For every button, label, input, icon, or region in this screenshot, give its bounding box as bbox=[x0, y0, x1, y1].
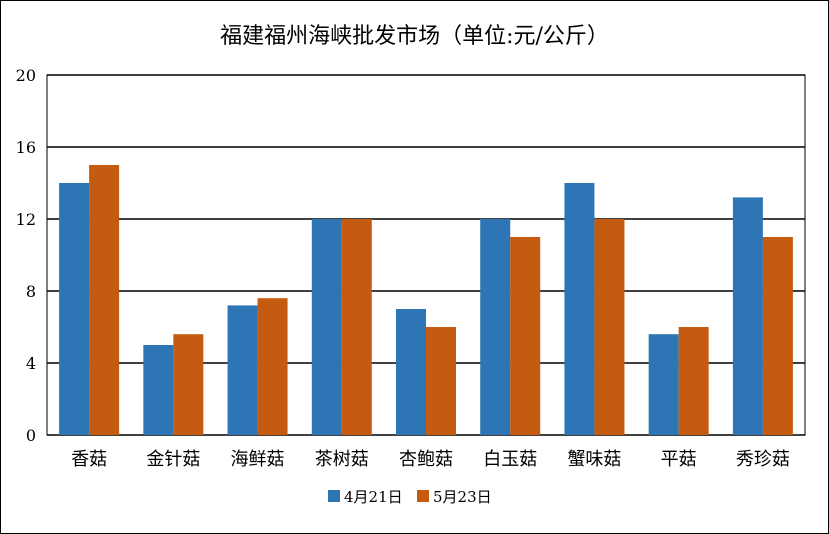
legend-label: 5月23日 bbox=[433, 488, 492, 506]
x-tick-label: 蟹味菇 bbox=[567, 449, 621, 470]
y-tick-label: 12 bbox=[16, 210, 36, 229]
bar-1 bbox=[59, 183, 90, 435]
bar-1 bbox=[143, 345, 174, 435]
bar-2 bbox=[762, 237, 793, 435]
x-tick-label: 平菇 bbox=[661, 449, 697, 470]
bar-1 bbox=[227, 305, 258, 435]
y-tick-label: 4 bbox=[26, 354, 36, 373]
y-tick-label: 0 bbox=[26, 426, 36, 445]
bar-2 bbox=[341, 219, 372, 435]
x-tick-label: 白玉菇 bbox=[483, 449, 537, 470]
x-tick-label: 秀珍菇 bbox=[736, 449, 790, 470]
bar-1 bbox=[396, 309, 426, 435]
bar-2 bbox=[89, 165, 120, 435]
bar-2 bbox=[678, 327, 709, 435]
x-tick-label: 金针菇 bbox=[146, 449, 200, 470]
bar-1 bbox=[732, 197, 763, 435]
x-tick-label: 杏鲍菇 bbox=[399, 449, 453, 470]
x-tick-label: 海鲜菇 bbox=[231, 449, 285, 470]
bar-2 bbox=[594, 219, 625, 435]
bar-1 bbox=[480, 219, 511, 435]
chart-title: 福建福州海峡批发市场（单位:元/公斤） bbox=[220, 24, 609, 49]
bar-2 bbox=[173, 334, 204, 435]
bar-2 bbox=[426, 327, 456, 435]
legend-label: 4月21日 bbox=[344, 488, 403, 506]
y-tick-label: 8 bbox=[26, 282, 36, 301]
bar-2 bbox=[257, 298, 288, 435]
bar-1 bbox=[311, 219, 342, 435]
y-tick-label: 20 bbox=[16, 66, 36, 85]
bar-1 bbox=[564, 183, 595, 435]
bar-2 bbox=[510, 237, 541, 435]
legend-swatch bbox=[417, 490, 429, 502]
x-tick-label: 茶树菇 bbox=[315, 449, 369, 470]
x-tick-label: 香菇 bbox=[71, 449, 107, 470]
y-tick-label: 16 bbox=[16, 138, 36, 157]
bar-1 bbox=[648, 334, 679, 435]
legend-swatch bbox=[328, 490, 340, 502]
